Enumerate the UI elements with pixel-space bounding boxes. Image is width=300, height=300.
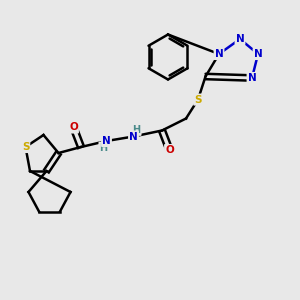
Text: O: O	[165, 145, 174, 155]
Text: N: N	[254, 49, 262, 59]
Text: H: H	[99, 142, 108, 153]
Text: S: S	[194, 94, 202, 105]
Text: N: N	[102, 136, 111, 146]
Text: S: S	[22, 142, 29, 152]
Text: N: N	[248, 73, 256, 83]
Text: N: N	[214, 49, 224, 59]
Text: N: N	[129, 131, 138, 142]
Text: O: O	[69, 122, 78, 133]
Text: H: H	[132, 125, 141, 135]
Text: N: N	[236, 34, 244, 44]
